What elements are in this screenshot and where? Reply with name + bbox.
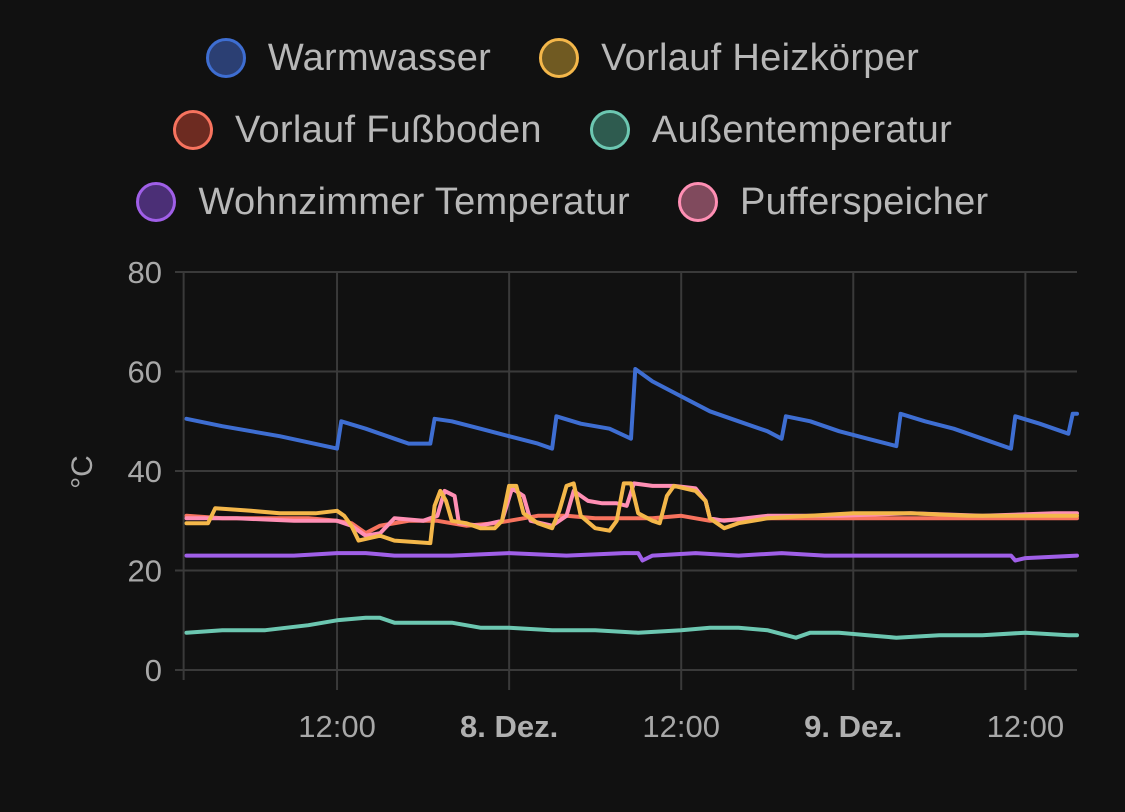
series-line-vorlauf-heizkoerper[interactable]: [184, 481, 1079, 546]
legend-swatch-aussentemperatur: [589, 110, 630, 150]
y-tick-label: 0: [145, 653, 162, 688]
legend-label-vorlauf-fussboden: Vorlauf Fußboden: [234, 108, 542, 151]
legend-row-1: Warmwasser Vorlauf Heizkörper: [0, 22, 1125, 94]
legend-swatch-pufferspeicher: [677, 182, 718, 222]
series-line-vorlauf-fussboden[interactable]: [184, 513, 1079, 536]
legend-label-pufferspeicher: Pufferspeicher: [739, 180, 989, 223]
y-axis-title: °C: [66, 455, 99, 489]
x-tick-label: 12:00: [298, 709, 376, 744]
legend-label-aussentemperatur: Außentemperatur: [651, 108, 953, 151]
x-tick-label: 12:00: [987, 709, 1065, 744]
legend-swatch-vorlauf-heizkoerper: [539, 38, 580, 78]
x-tick-label: 9. Dez.: [804, 709, 902, 744]
legend-item-wohnzimmer-temperatur[interactable]: Wohnzimmer Temperatur: [136, 180, 630, 224]
y-tick-label: 80: [128, 255, 162, 290]
chart-legend: Warmwasser Vorlauf Heizkörper Vorlauf Fu…: [0, 22, 1125, 238]
series-line-pufferspeicher[interactable]: [184, 481, 1079, 538]
legend-swatch-warmwasser: [205, 38, 246, 78]
grid-lines: [175, 271, 1077, 690]
y-axis-ticks: 0 20 40 60 80: [128, 255, 162, 688]
legend-row-2: Vorlauf Fußboden Außentemperatur: [0, 94, 1125, 166]
legend-item-warmwasser[interactable]: Warmwasser: [205, 36, 492, 80]
y-tick-label: 60: [128, 355, 162, 390]
legend-item-vorlauf-heizkoerper[interactable]: Vorlauf Heizkörper: [539, 37, 919, 80]
legend-label-vorlauf-heizkoerper: Vorlauf Heizkörper: [601, 36, 920, 79]
legend-item-aussentemperatur[interactable]: Außentemperatur: [589, 108, 953, 152]
legend-swatch-wohnzimmer-temperatur: [136, 182, 177, 222]
series-line-aussentemperatur[interactable]: [184, 615, 1079, 640]
legend-item-vorlauf-fussboden[interactable]: Vorlauf Fußboden: [172, 108, 542, 152]
legend-label-wohnzimmer-temperatur: Wohnzimmer Temperatur: [198, 180, 630, 223]
y-tick-label: 20: [128, 554, 162, 589]
legend-swatch-vorlauf-fussboden: [172, 110, 213, 150]
series-line-warmwasser[interactable]: [184, 367, 1079, 451]
legend-item-pufferspeicher[interactable]: Pufferspeicher: [677, 180, 989, 224]
series-line-wohnzimmer-temperatur[interactable]: [184, 551, 1079, 563]
x-tick-label: 12:00: [642, 709, 720, 744]
x-tick-label: 8. Dez.: [460, 709, 558, 744]
legend-row-3: Wohnzimmer Temperatur Pufferspeicher: [0, 166, 1125, 238]
legend-label-warmwasser: Warmwasser: [267, 36, 492, 79]
series-lines: [184, 367, 1079, 640]
x-axis-ticks: 12:00 8. Dez. 12:00 9. Dez. 12:00: [298, 709, 1064, 744]
y-tick-label: 40: [128, 454, 162, 489]
